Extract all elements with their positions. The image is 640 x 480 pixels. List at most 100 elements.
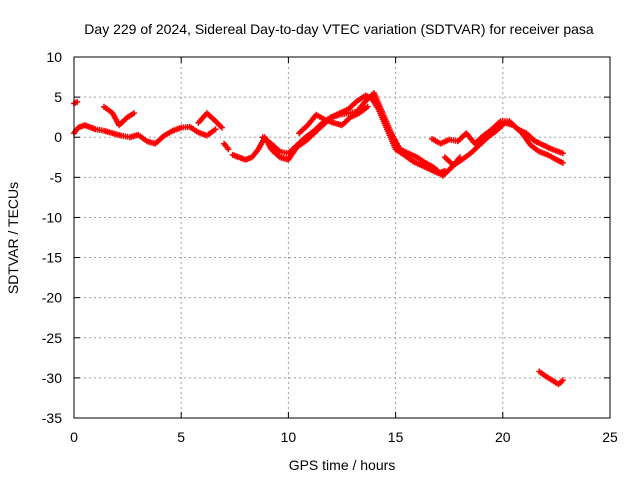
- data-point-trace: [250, 147, 261, 159]
- plot-frame: [73, 56, 611, 419]
- data-point: [131, 110, 138, 117]
- data-point-trace: [153, 134, 166, 146]
- x-tick-label: 20: [495, 429, 511, 445]
- data-point: [559, 377, 566, 384]
- data-point-trace: [380, 112, 394, 135]
- data-point-trace: [279, 149, 290, 156]
- data-point-trace: [89, 125, 97, 132]
- data-point-trace: [261, 135, 273, 146]
- data-point-trace: [188, 124, 200, 135]
- data-point-trace: [542, 143, 554, 152]
- data-point-trace: [237, 154, 247, 163]
- data-point-trace: [439, 137, 451, 146]
- series-4: [221, 140, 232, 153]
- data-point-trace: [355, 93, 367, 103]
- series-3: [195, 110, 225, 131]
- data-point-trace: [477, 135, 490, 147]
- data-point-trace: [389, 132, 402, 151]
- data-point-trace: [494, 121, 507, 133]
- data-point-trace: [339, 110, 350, 118]
- data-point: [559, 159, 566, 166]
- data-point-trace: [76, 122, 87, 130]
- y-tick-label: -20: [42, 290, 62, 306]
- data-point-trace: [357, 105, 369, 115]
- data-point-trace: [137, 133, 149, 143]
- data-point-trace: [72, 126, 81, 135]
- data-point-trace: [315, 112, 327, 122]
- data-point-trace: [231, 152, 241, 160]
- data-point-trace: [347, 109, 358, 116]
- data-point-trace: [213, 119, 224, 130]
- data-point: [225, 146, 232, 153]
- axis-ticks: 0 5 10 15 20 25 10 5 0 -5 -10 -15 -20 -25 -30 -35: [42, 49, 618, 445]
- data-point-trace: [340, 115, 353, 127]
- series-0: [71, 122, 219, 147]
- data-point-trace: [486, 129, 498, 139]
- x-tick-label: 0: [70, 429, 78, 445]
- data-point-trace: [117, 115, 130, 127]
- data-point-trace: [452, 157, 464, 168]
- x-tick-label: 25: [602, 429, 618, 445]
- data-point-trace: [411, 159, 423, 168]
- series-9: [441, 119, 566, 169]
- data-point-trace: [555, 157, 565, 166]
- y-tick-label: -10: [42, 209, 62, 225]
- data-point-trace: [205, 127, 217, 138]
- y-tick-label: -5: [50, 169, 63, 185]
- data-points: [71, 90, 566, 388]
- data-point-trace: [482, 127, 494, 138]
- data-point-trace: [398, 147, 410, 156]
- data-point-trace: [394, 147, 406, 157]
- data-point-trace: [546, 152, 558, 162]
- data-point-trace: [511, 123, 524, 135]
- data-point-trace: [83, 122, 93, 130]
- data-point-trace: [529, 143, 541, 154]
- series-10: [536, 368, 566, 388]
- data-point-trace: [473, 134, 486, 146]
- data-point-trace: [269, 142, 282, 154]
- y-tick-label: -30: [42, 370, 62, 386]
- x-tick-label: 10: [281, 429, 297, 445]
- data-point-trace: [349, 111, 361, 120]
- x-tick-label: 5: [177, 429, 185, 445]
- y-tick-label: 5: [54, 89, 62, 105]
- data-point-trace: [346, 99, 359, 111]
- series-8: [429, 118, 566, 157]
- data-point-trace: [94, 126, 105, 134]
- data-point-trace: [420, 163, 432, 172]
- data-point-trace: [490, 119, 503, 131]
- data-point-trace: [443, 155, 456, 167]
- data-point-trace: [126, 111, 136, 120]
- data-point-trace: [424, 160, 436, 170]
- data-point-trace: [460, 151, 472, 162]
- data-point-trace: [441, 166, 453, 178]
- y-axis-label: SDTVAR / TECUs: [5, 182, 21, 294]
- data-point-trace: [286, 143, 299, 155]
- chart-title: Day 229 of 2024, Sidereal Day-to-day VTE…: [84, 21, 594, 37]
- data-point-trace: [415, 155, 427, 165]
- data-point-trace: [524, 131, 537, 143]
- y-tick-label: -25: [42, 330, 62, 346]
- y-tick-label: -35: [42, 410, 62, 426]
- series-7: [296, 103, 371, 137]
- data-point-trace: [550, 378, 560, 387]
- data-point-trace: [557, 378, 565, 386]
- data-point-trace: [120, 133, 131, 140]
- data-point-trace: [544, 374, 554, 383]
- series-2: [101, 103, 138, 129]
- series-6: [259, 90, 463, 179]
- data-point-trace: [269, 147, 282, 159]
- grid: [74, 57, 610, 418]
- data-point-trace: [205, 111, 218, 123]
- x-axis-label: GPS time / hours: [289, 457, 396, 473]
- data-point-trace: [372, 92, 385, 115]
- data-point-trace: [312, 121, 325, 133]
- y-tick-label: 0: [54, 129, 62, 145]
- data-point-trace: [295, 135, 308, 147]
- data-point-trace: [533, 139, 545, 148]
- data-point: [212, 126, 219, 133]
- data-point-trace: [448, 137, 459, 144]
- data-point-trace: [102, 105, 114, 115]
- y-tick-label: 10: [46, 49, 62, 65]
